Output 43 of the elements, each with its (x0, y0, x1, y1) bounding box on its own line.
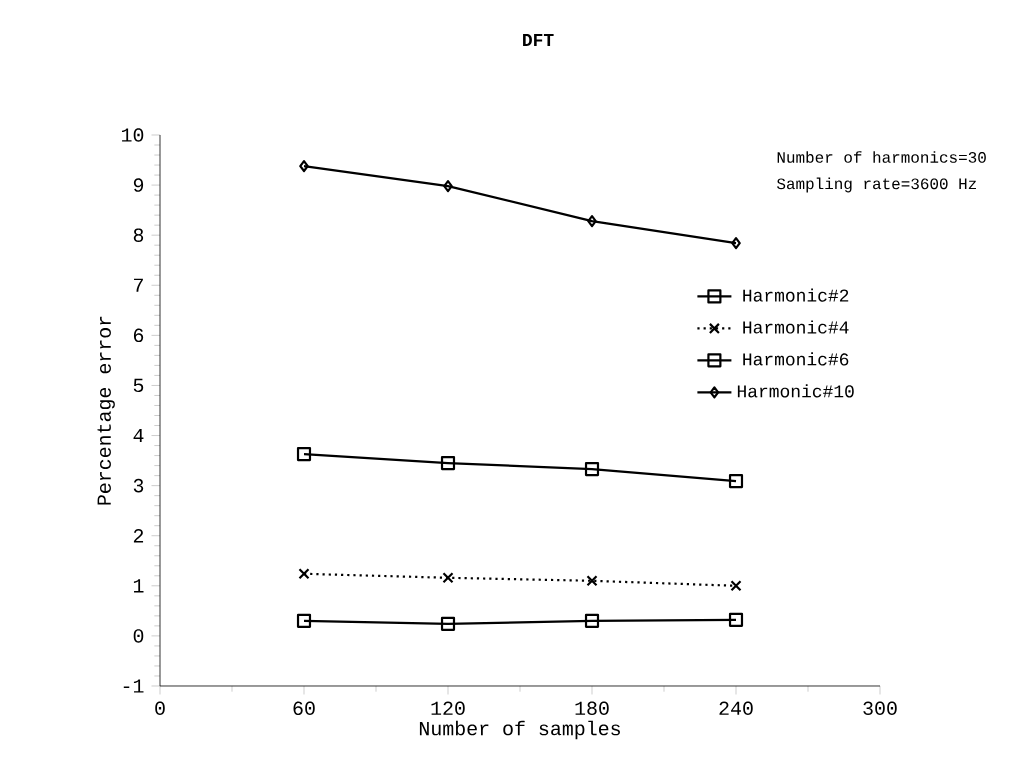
x-axis-title: Number of samples (419, 720, 620, 740)
y-tick-label: 6 (133, 328, 144, 343)
x-tick-label: 180 (575, 701, 609, 716)
legend-label: Harmonic#2 (743, 288, 849, 302)
y-tick-label: 1 (133, 579, 144, 593)
point (440, 616, 456, 631)
y-tick-label: 8 (133, 228, 144, 242)
point (728, 612, 744, 627)
y-tick-label: 5 (133, 378, 144, 393)
legend-label: Harmonic#10 (737, 384, 854, 398)
point (443, 180, 453, 193)
legend-label: Harmonic#6 (743, 352, 849, 366)
y-tick-label: 2 (133, 529, 144, 543)
point (296, 446, 312, 462)
x-tick-label: 120 (431, 701, 465, 716)
y-tick-label: 3 (133, 478, 144, 493)
y-tick-label: 0 (133, 629, 144, 643)
y-tick-label: 10 (121, 128, 144, 142)
point (584, 613, 600, 628)
y-tick-label: -1 (123, 679, 144, 693)
x-tick-label: 300 (863, 701, 897, 716)
point (587, 215, 597, 228)
annotation: Sampling rate=3600 Hz (777, 177, 976, 193)
point (442, 572, 454, 584)
point (728, 474, 744, 489)
point (584, 462, 600, 477)
point (296, 613, 312, 628)
point (299, 159, 309, 173)
y-tick-label: 9 (133, 178, 144, 192)
chart-title: DFT (523, 34, 554, 46)
point (440, 456, 456, 471)
point (298, 568, 310, 580)
point (730, 580, 742, 592)
annotation: Number of harmonics=30 (777, 151, 986, 163)
x-tick-label: 60 (293, 701, 315, 716)
y-tick-label: 7 (134, 278, 143, 292)
legend-label: Harmonic#4 (743, 320, 849, 334)
point (731, 237, 741, 250)
point (586, 575, 598, 587)
y-axis-title: Percentage error (97, 316, 115, 505)
x-tick-label: 0 (155, 701, 165, 716)
x-tick-label: 240 (719, 701, 753, 716)
y-tick-label: 4 (133, 428, 144, 443)
